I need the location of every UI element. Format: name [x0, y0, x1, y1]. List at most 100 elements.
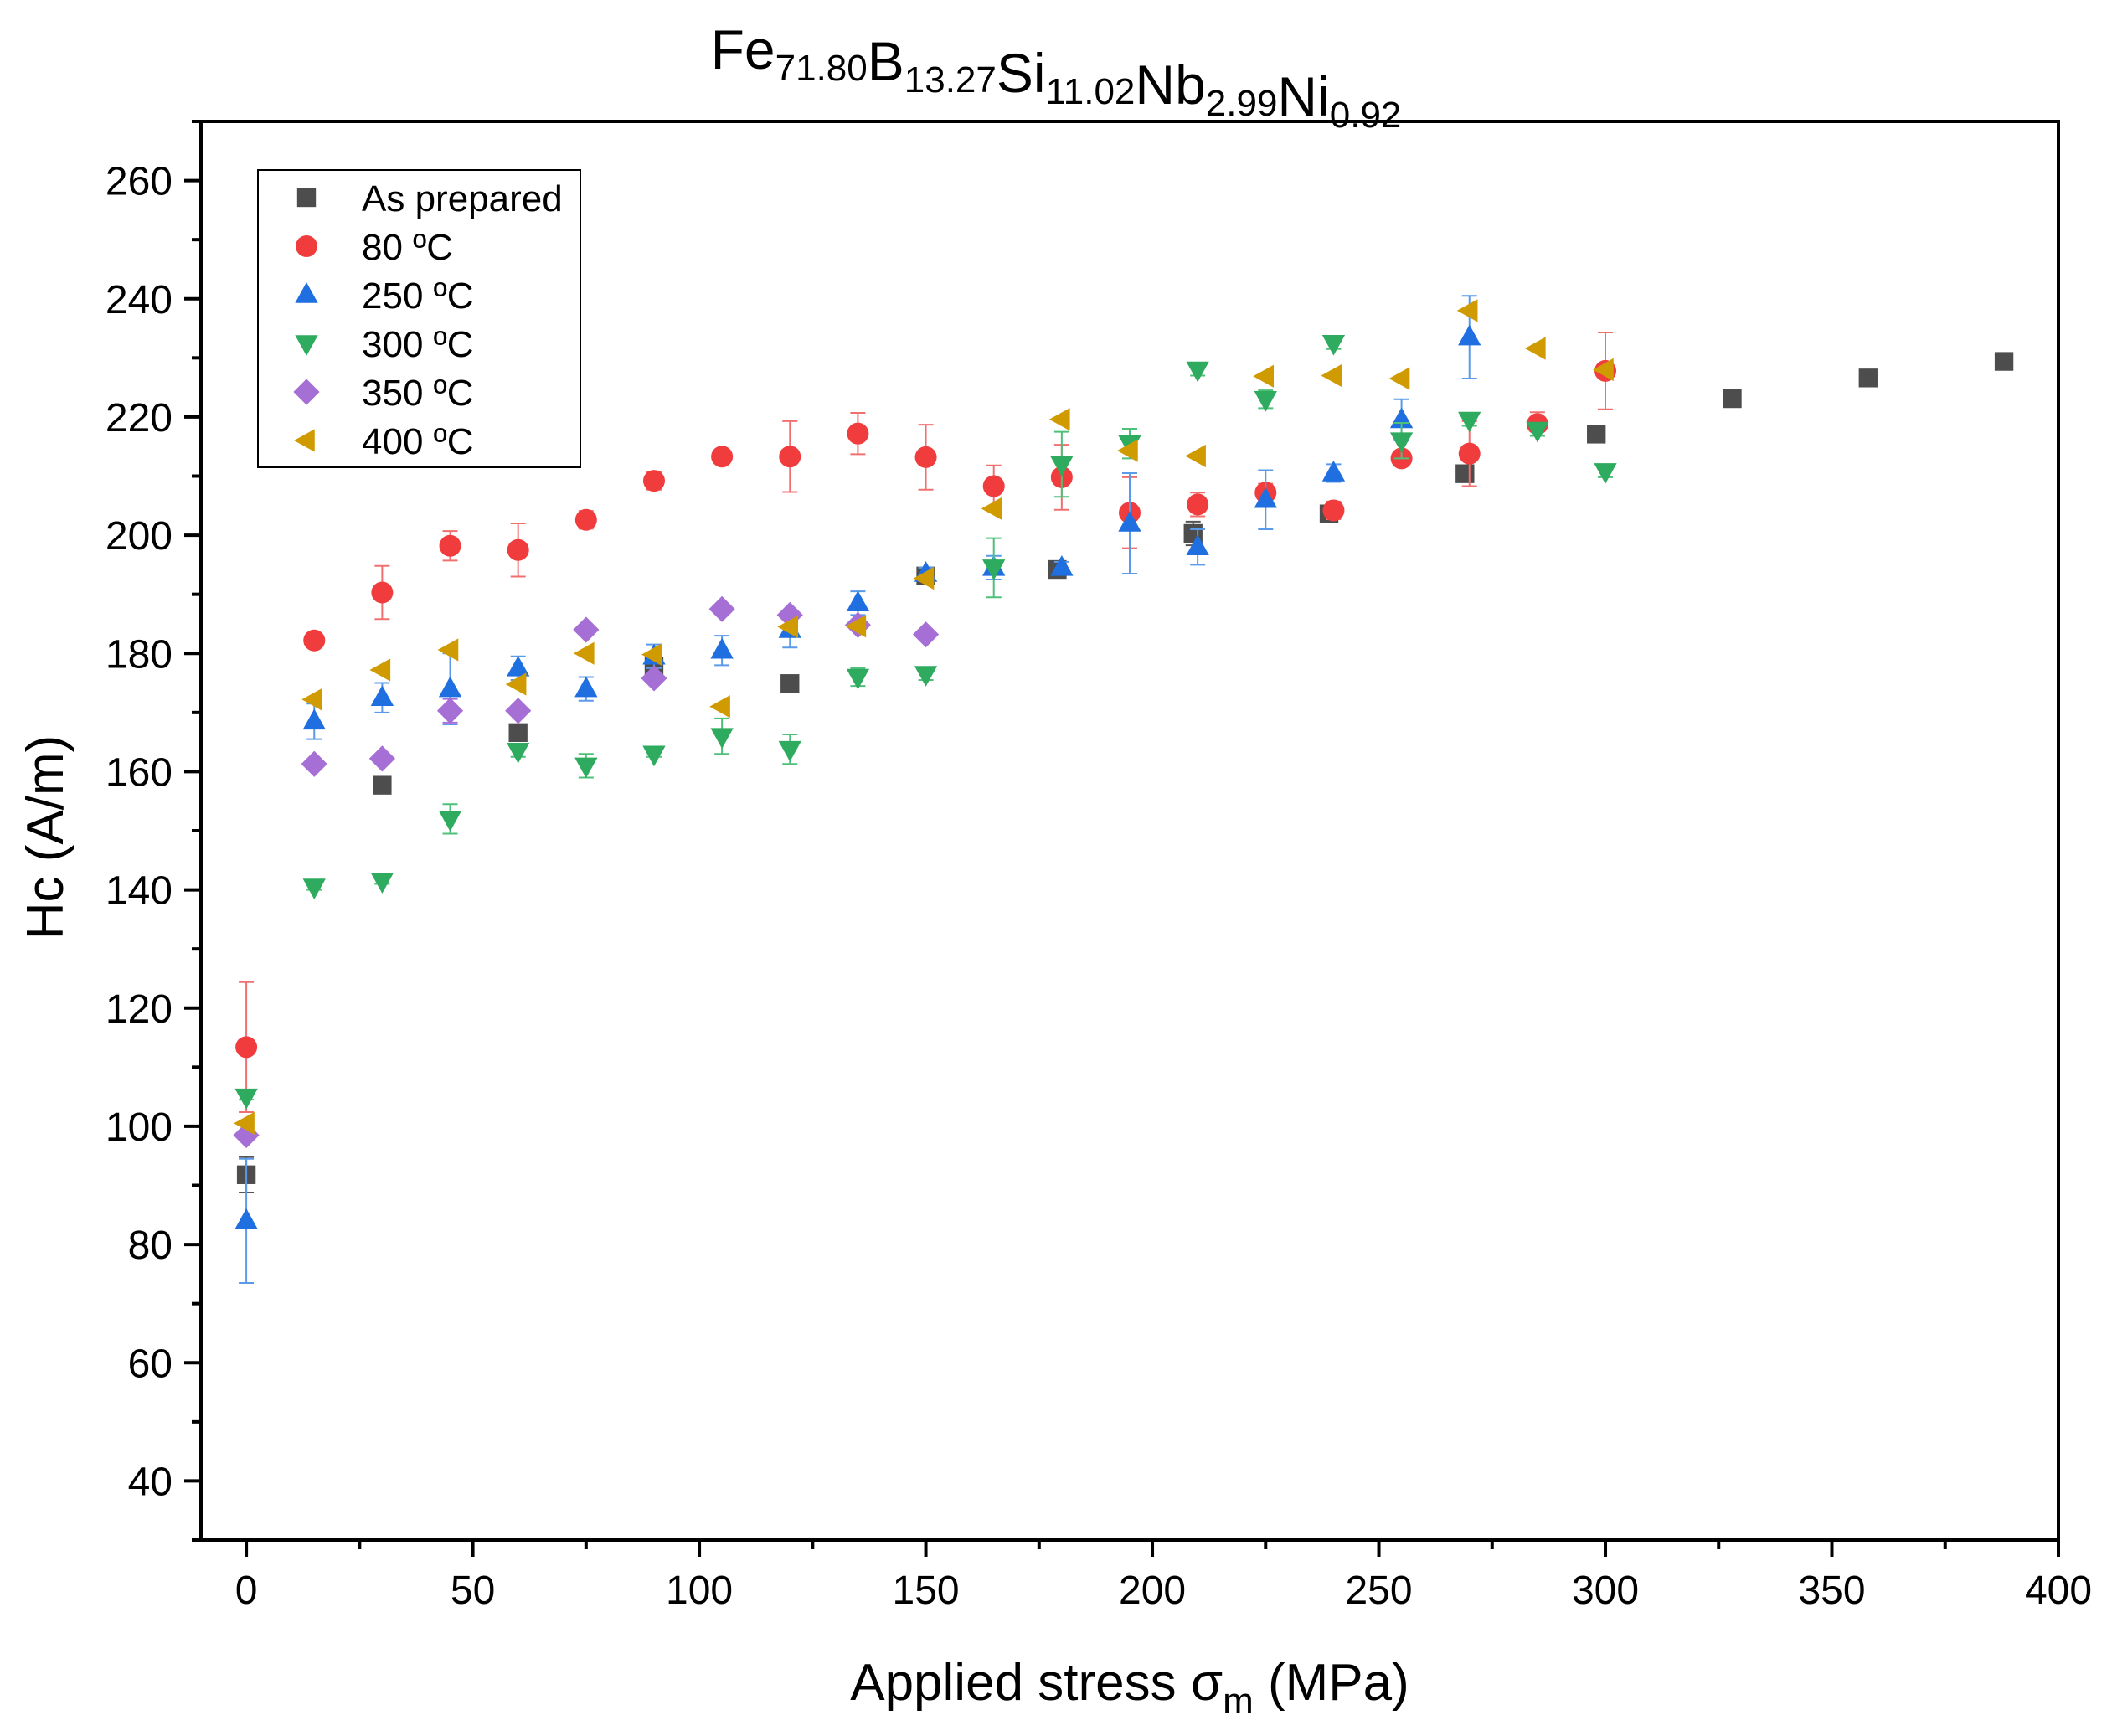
title-element-3: Nb	[1135, 54, 1205, 116]
data-point	[1994, 352, 2014, 371]
y-tick-label-100: 100	[106, 1105, 173, 1150]
data-point	[1594, 463, 1617, 484]
title-subscript-0: 71.80	[775, 48, 868, 89]
data-point	[369, 658, 391, 682]
data-point	[303, 629, 326, 652]
data-series	[233, 295, 2014, 1284]
data-point	[371, 581, 394, 604]
title-element-0: Fe	[711, 18, 775, 80]
plot-frame	[199, 120, 2060, 1542]
data-point	[1458, 442, 1481, 465]
data-point	[302, 878, 326, 900]
data-point	[1593, 358, 1614, 382]
data-point	[1458, 324, 1481, 346]
data-point	[981, 497, 1002, 520]
data-point	[507, 655, 530, 677]
title-subscript-4: 0.92	[1330, 95, 1402, 136]
data-point	[1322, 499, 1345, 522]
data-point	[574, 757, 598, 779]
data-point	[1455, 464, 1475, 483]
x-label-subscript: m	[1223, 1681, 1254, 1722]
y-axis-label: Hc (A/m)	[17, 735, 75, 940]
data-point	[982, 475, 1005, 497]
data-point	[301, 688, 322, 711]
legend-marker-1	[296, 235, 317, 257]
data-point	[302, 708, 326, 730]
data-point	[370, 873, 394, 894]
y-tick-label-40: 40	[128, 1460, 173, 1504]
data-point	[1187, 493, 1209, 516]
data-point	[777, 615, 799, 639]
title-subscript-1: 13.27	[904, 59, 997, 100]
series-2	[234, 295, 1481, 1284]
legend-label-1: 80 ºC	[362, 227, 453, 268]
data-point	[1321, 334, 1346, 356]
x-tick-label-300: 300	[1572, 1569, 1639, 1613]
y-tick-label-60: 60	[128, 1342, 173, 1386]
data-point	[780, 674, 800, 693]
x-tick-label-200: 200	[1119, 1569, 1186, 1613]
legend-marker-3	[295, 335, 318, 356]
data-point	[1117, 439, 1138, 462]
legend-label-0: As prepared	[362, 178, 563, 219]
data-point	[1118, 511, 1141, 532]
data-point	[234, 1088, 258, 1110]
y-tick-label-220: 220	[106, 396, 173, 440]
x-axis-label: Applied stress σm (MPa)	[850, 1654, 1409, 1722]
title-element-1: B	[868, 30, 904, 92]
data-point	[233, 1121, 260, 1149]
data-point	[1389, 432, 1414, 454]
data-point	[913, 566, 935, 590]
x-label-main: Applied stress	[850, 1654, 1191, 1712]
data-point	[1321, 363, 1342, 388]
data-point	[573, 616, 600, 643]
data-point	[845, 615, 867, 638]
data-point	[914, 446, 937, 468]
y-tick-label-120: 120	[106, 987, 173, 1032]
data-point	[1185, 444, 1206, 468]
y-tick-label-160: 160	[106, 750, 173, 795]
x-label-symbol: σ	[1191, 1654, 1223, 1712]
x-tick-label-100: 100	[666, 1569, 733, 1613]
data-point	[710, 728, 734, 750]
legend-box	[257, 169, 581, 468]
y-tick-label-260: 260	[106, 160, 173, 204]
data-point	[982, 559, 1006, 580]
data-point	[1524, 337, 1546, 360]
legend-label-2: 250 ºC	[362, 276, 473, 317]
data-point	[1456, 299, 1478, 322]
data-point	[710, 637, 734, 659]
title-element-4: Ni	[1277, 65, 1329, 127]
y-tick-label-200: 200	[106, 514, 173, 559]
data-point	[1723, 389, 1742, 409]
data-point	[912, 621, 940, 648]
data-point	[1186, 361, 1209, 383]
x-tick-label-0: 0	[235, 1569, 258, 1613]
data-point	[437, 638, 459, 662]
data-point	[439, 534, 461, 557]
data-point	[505, 672, 527, 696]
data-point	[1587, 425, 1606, 444]
legend-marker-5	[294, 429, 315, 452]
data-point	[847, 422, 869, 445]
x-tick-label-150: 150	[893, 1569, 960, 1613]
data-point	[642, 745, 666, 767]
data-point	[779, 446, 801, 468]
y-tick-label-140: 140	[106, 869, 173, 914]
data-point	[368, 745, 395, 772]
x-tick-label-250: 250	[1345, 1569, 1412, 1613]
data-point	[234, 1208, 258, 1229]
data-point	[234, 1111, 255, 1136]
data-point	[708, 595, 735, 622]
data-point	[642, 470, 665, 492]
data-point	[1050, 554, 1074, 576]
data-point	[641, 643, 662, 667]
series-5	[234, 299, 1614, 1136]
legend-label-5: 400 ºC	[362, 421, 473, 462]
x-tick-label-350: 350	[1798, 1569, 1865, 1613]
data-point	[1388, 367, 1410, 390]
title-element-2: Si	[997, 42, 1046, 104]
y-tick-label-80: 80	[128, 1223, 173, 1268]
data-point	[1858, 368, 1878, 388]
data-point	[641, 665, 667, 692]
